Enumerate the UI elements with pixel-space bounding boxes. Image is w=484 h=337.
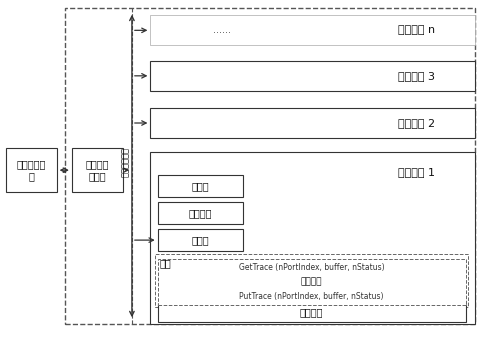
Text: 功能模块 n: 功能模块 n <box>397 25 435 35</box>
Text: 功能模块 3: 功能模块 3 <box>397 71 435 81</box>
Text: 执行: 执行 <box>159 258 170 269</box>
Text: 初始化: 初始化 <box>191 181 209 191</box>
Bar <box>6 148 57 192</box>
Bar <box>157 229 242 251</box>
Bar <box>157 259 465 305</box>
Bar <box>150 61 474 91</box>
Text: 功能模块 1: 功能模块 1 <box>397 167 435 177</box>
Bar <box>150 108 474 138</box>
Text: 后续处理: 后续处理 <box>299 308 323 317</box>
Bar <box>150 152 474 324</box>
Text: GetTrace (nPortIndex, buffer, nStatus): GetTrace (nPortIndex, buffer, nStatus) <box>238 263 384 272</box>
Bar <box>65 8 474 324</box>
Text: 处理数据: 处理数据 <box>300 278 322 287</box>
Text: ......: ...... <box>212 25 230 35</box>
Text: PutTrace (nPortIndex, buffer, nStatus): PutTrace (nPortIndex, buffer, nStatus) <box>239 292 383 301</box>
Text: 功能模块 2: 功能模块 2 <box>397 118 435 128</box>
Bar <box>157 175 242 197</box>
Text: 执行控制
主线程: 执行控制 主线程 <box>85 159 109 181</box>
Bar <box>155 254 467 307</box>
Text: 处理事件驱动: 处理事件驱动 <box>121 147 130 177</box>
Text: 预处理: 预处理 <box>191 235 209 245</box>
Text: 处理作业模
载: 处理作业模 载 <box>16 159 46 181</box>
Text: 输入参数: 输入参数 <box>188 208 212 218</box>
Bar <box>157 303 465 322</box>
Bar <box>150 15 474 45</box>
Bar <box>72 148 122 192</box>
Bar <box>157 202 242 224</box>
